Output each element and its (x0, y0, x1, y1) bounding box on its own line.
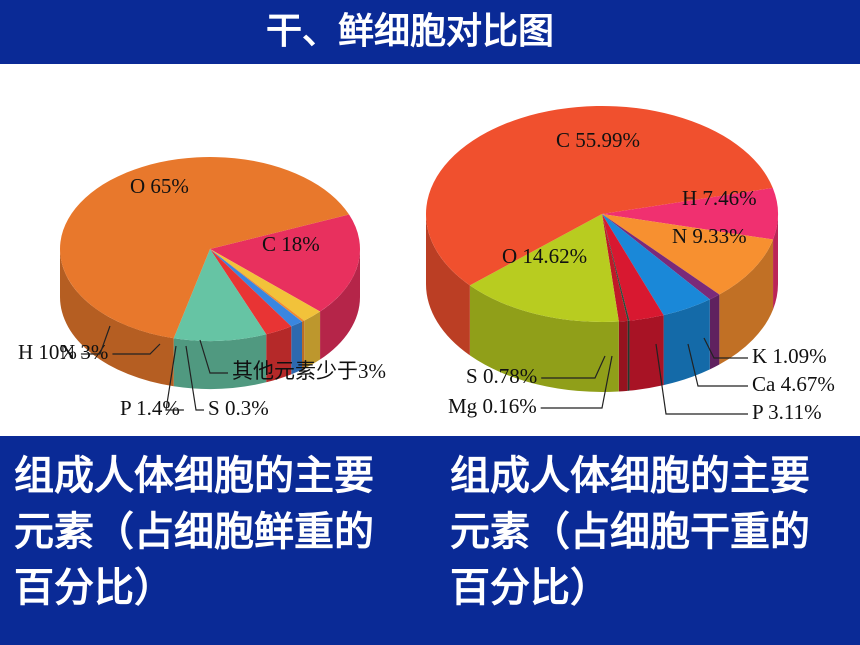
caption: 组成人体细胞的主要元素（占细胞干重的百分比） (450, 453, 810, 611)
category-label: C (262, 232, 276, 256)
pie-slice (602, 214, 630, 321)
value-label: 0.16% (482, 394, 536, 418)
pie-side (59, 249, 174, 387)
leader-line (540, 355, 613, 409)
pie-slice (210, 249, 303, 327)
pie-slice (469, 214, 619, 322)
value-label: 0.78% (483, 364, 537, 388)
category-label: O (502, 244, 517, 268)
pie-slice (60, 157, 350, 339)
category-label: S (466, 364, 478, 388)
value-label: 10% (38, 340, 77, 364)
leader-line (185, 345, 204, 411)
pie-side (773, 214, 778, 310)
value-label: 1.09% (772, 344, 826, 368)
category-label: P (120, 396, 131, 420)
leader-line (199, 339, 228, 374)
pie: H 7.46% N 9.33% K 1.09% Ca 4.67% P 3.11% Mg 0… (426, 106, 835, 424)
value-label: 18% (281, 232, 320, 256)
slice-label: H 10% (18, 340, 77, 364)
header-band: 干、鲜细胞对比图 (0, 0, 860, 64)
leader-line (655, 343, 748, 415)
category-label: O (130, 174, 145, 198)
slice-label: C 55.99% (556, 128, 640, 152)
category-label: Mg (448, 394, 478, 418)
category-label: S (208, 396, 220, 420)
pie-side (173, 334, 267, 389)
slice-label: O 65% (130, 174, 189, 198)
caption: 组成人体细胞的主要元素（占细胞鲜重的百分比） (14, 453, 374, 611)
pie-slice (210, 249, 305, 322)
pie-slice (602, 214, 774, 295)
pie-slice (210, 214, 360, 312)
slice-label: O 14.62% (502, 244, 587, 268)
pie-side (291, 321, 303, 375)
value-label: 4.67% (781, 372, 835, 396)
category-label: P (752, 400, 763, 424)
category-label: 其他元素少于3% (232, 359, 386, 383)
slice-label: H 7.46% (682, 186, 757, 210)
footer-band: 组成人体细胞的主要元素（占细胞鲜重的百分比） 组成人体细胞的主要元素（占细胞干重… (0, 436, 860, 645)
pie-side (663, 299, 710, 386)
value-label: 1.4% (136, 396, 180, 420)
pie-slice (210, 249, 321, 321)
category-label: Ca (752, 372, 776, 396)
value-label: 55.99% (575, 128, 640, 152)
slice-label: P 3.11% (752, 400, 822, 424)
value-label: 14.62% (522, 244, 587, 268)
slice-label: 其他元素少于3% (232, 359, 386, 383)
pie-side (618, 320, 628, 392)
slice-label: S 0.3% (208, 396, 269, 420)
pie-slice (602, 187, 779, 240)
pie-slice (602, 214, 720, 300)
value-label: 0.3% (225, 396, 269, 420)
leader-line (80, 325, 111, 355)
category-label: N (672, 224, 687, 248)
category-label: H (18, 340, 33, 364)
slice-label: Ca 4.67% (752, 372, 835, 396)
value-label: 9.33% (692, 224, 746, 248)
slice-label: Mg 0.16% (448, 394, 537, 418)
leader-line (541, 355, 606, 379)
category-label: H (682, 186, 697, 210)
category-label: N (60, 340, 75, 364)
pie-slice (210, 249, 292, 335)
charts: C 18%其他元素少于3%S 0.3%P 1.4%N 3%H 10%O 65% H… (18, 106, 835, 424)
pie: C 18%其他元素少于3%S 0.3%P 1.4%N 3%H 10%O 65% (18, 157, 386, 420)
pie-slice (602, 214, 628, 322)
pie-side (709, 294, 720, 370)
pie-side (266, 326, 292, 383)
leader-line (165, 345, 184, 411)
value-label: 65% (150, 174, 189, 198)
leader-line (112, 343, 161, 355)
slice-label: P 1.4% (120, 396, 180, 420)
pie-side (469, 285, 619, 392)
pie-side (320, 249, 360, 360)
pie-slice (602, 214, 664, 321)
pie-side (302, 320, 305, 370)
pie-side (719, 239, 774, 365)
pie-slice (426, 106, 773, 286)
value-label: 7.46% (702, 186, 756, 210)
category-label: C (556, 128, 570, 152)
pie-slice (602, 214, 710, 316)
leader-line (703, 337, 748, 359)
pie-side (304, 311, 321, 369)
slice-label: S 0.78% (466, 364, 537, 388)
slide-title: 干、鲜细胞对比图 (265, 11, 554, 52)
value-label: 3.11% (768, 400, 821, 424)
pie-side (629, 315, 664, 391)
pie-side (426, 214, 470, 356)
category-label: K (752, 344, 767, 368)
slice-label: N 9.33% (672, 224, 747, 248)
pie-slice (173, 249, 267, 341)
leader-line (687, 343, 748, 387)
pie-side (627, 320, 630, 391)
slice-label: C 18% (262, 232, 320, 256)
slice-label: K 1.09% (752, 344, 827, 368)
